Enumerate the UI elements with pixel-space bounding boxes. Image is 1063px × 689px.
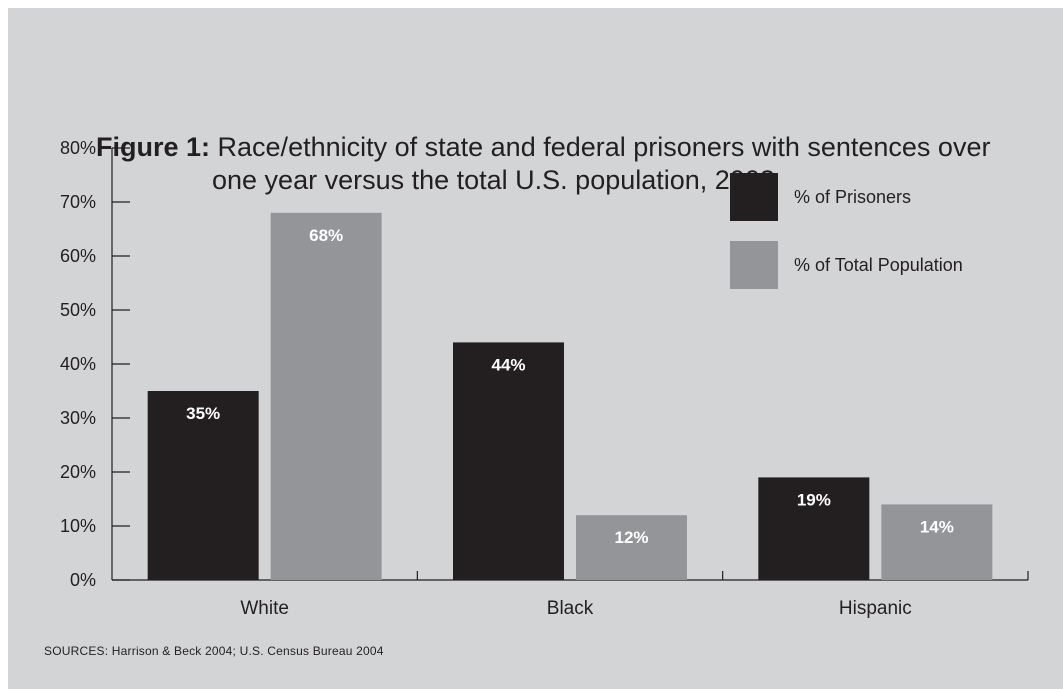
bar-value-label: 44% [491, 355, 525, 374]
bar-value-label: 68% [309, 226, 343, 245]
y-tick-label: 70% [60, 192, 96, 212]
legend-swatch [730, 173, 778, 221]
chart-title: Figure 1: Race/ethnicity of state and fe… [96, 131, 996, 197]
x-category-label: Hispanic [839, 598, 912, 619]
bar-value-label: 12% [614, 528, 648, 547]
y-tick-label: 0% [70, 570, 96, 590]
chart-legend: % of Prisoners % of Total Population [730, 173, 963, 289]
chart-bars: 35% 68% 44% 12% 19% 14% [147, 212, 993, 581]
bar-value-label: 35% [186, 404, 220, 423]
bar-hispanic-population [881, 504, 993, 580]
x-category-label: White [240, 598, 289, 619]
y-tick-label: 60% [60, 246, 96, 266]
bar-black-prisoners [453, 342, 564, 580]
legend-swatch [730, 241, 778, 289]
bar-value-label: 14% [920, 517, 954, 536]
bar-white-population [270, 212, 382, 581]
x-category-label: Black [547, 598, 594, 619]
y-tick-label: 10% [60, 516, 96, 536]
bar-hispanic-prisoners [758, 477, 870, 580]
y-tick-label: 30% [60, 408, 96, 428]
chart-axes: 0% 10% 20% 30% 40% 50% 60% 70% 80% White Black Hisp… [60, 138, 1029, 619]
y-tick-label: 20% [60, 462, 96, 482]
legend-label: % of Total Population [794, 255, 963, 275]
bar-black-population [576, 515, 687, 580]
bar-white-prisoners [147, 391, 259, 580]
source-note: SOURCES: Harrison & Beck 2004; U.S. Cens… [44, 644, 384, 658]
y-tick-label: 50% [60, 300, 96, 320]
chart-title-text: Race/ethnicity of state and federal pris… [212, 132, 991, 195]
y-tick-label: 80% [60, 138, 96, 158]
bar-value-label: 19% [797, 490, 831, 509]
legend-label: % of Prisoners [794, 187, 911, 207]
y-tick-label: 40% [60, 354, 96, 374]
chart-title-lead: Figure 1: [96, 132, 211, 162]
